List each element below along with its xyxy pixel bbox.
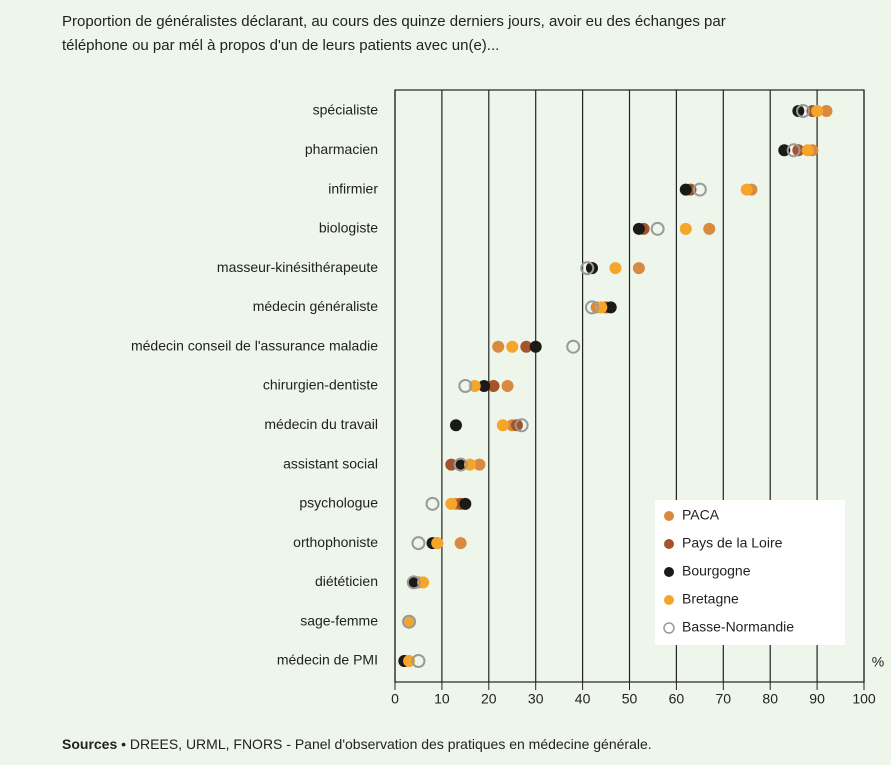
x-tick-label: 50 [622,691,638,707]
dot [402,614,417,629]
dot [792,105,805,117]
dot [492,340,505,353]
dot [473,458,486,471]
dot [580,261,595,276]
dot [510,419,523,432]
dot [792,144,805,157]
chart-title: Proportion de généralistes déclarant, au… [62,13,726,30]
dot [453,457,468,472]
dot [501,380,514,392]
dot [585,262,598,275]
y-tick-label: masseur-kinésithérapeute [217,259,378,275]
dot [703,222,716,235]
dot [595,301,608,314]
dot [425,496,440,511]
dot [417,576,430,589]
dot [740,183,753,196]
dot [407,576,420,589]
dot [411,654,426,668]
y-tick-label: sage-femme [300,612,378,628]
y-tick-label: assistant social [283,455,378,471]
y-tick-label: médecin généraliste [253,298,379,314]
dot [431,537,444,550]
x-tick-label: 70 [716,691,732,707]
dot [468,380,481,392]
dot [459,497,472,510]
dot [801,144,814,157]
x-tick-label: 0 [391,691,399,707]
x-tick-label: 90 [809,691,825,707]
dot [632,262,645,275]
dot [796,104,811,118]
dot [778,144,791,157]
dot [458,379,473,393]
legend-marker [664,567,674,577]
dot [403,615,416,628]
y-tick-label: biologiste [319,220,378,236]
legend-marker [664,595,674,605]
legend-label: Bretagne [682,591,739,607]
y-tick-label: chirurgien-dentiste [263,377,378,393]
y-tick-label: spécialiste [313,102,379,118]
dot [445,458,458,471]
dot [529,340,542,353]
x-tick-label: 40 [575,691,591,707]
source-label: Sources [62,736,117,752]
dot [506,340,519,353]
dot [520,340,533,353]
dot [820,105,833,117]
legend-label: PACA [682,507,720,523]
y-tick-label: psychologue [299,495,378,511]
dot [609,262,622,275]
legend-label: Pays de la Loire [682,535,783,551]
dot [584,300,599,315]
dot [406,575,421,590]
x-tick-label: 30 [528,691,544,707]
legend-marker [664,539,674,549]
y-tick-label: médecin de PMI [277,652,378,668]
y-tick-label: médecin du travail [264,416,378,432]
dot [454,537,467,550]
y-tick-label: médecin conseil de l'assurance maladie [131,337,378,353]
dot [496,419,509,432]
dot [811,105,824,117]
dot [454,458,467,471]
x-tick-label: 100 [852,691,876,707]
dot [403,655,416,667]
legend-label: Bourgogne [682,563,751,579]
chart-title: téléphone ou par mél à propos d'un de le… [62,37,499,54]
y-tick-label: diététicien [315,573,378,589]
legend [655,500,845,645]
dot [464,458,477,471]
x-tick-label: 20 [481,691,497,707]
dot [650,221,665,236]
legend-marker [664,511,674,521]
y-tick-label: infirmier [328,180,378,196]
x-tick-label: 10 [434,691,450,707]
legend-label: Basse-Normandie [682,619,794,635]
x-tick-label: 60 [669,691,685,707]
dot [487,380,500,392]
dot [692,182,707,197]
dot [449,419,462,432]
dot [632,222,645,235]
y-tick-label: orthophoniste [293,534,378,550]
dot [604,301,617,314]
dot [445,497,458,510]
dot [566,339,581,354]
dot [411,536,426,551]
source: Sources • DREES, URML, FNORS - Panel d'o… [62,736,652,752]
x-axis-label: % [872,654,884,670]
source-text: • DREES, URML, FNORS - Panel d'observati… [121,736,652,752]
dot [514,418,529,433]
dot [786,143,801,158]
x-tick-label: 80 [762,691,778,707]
y-tick-label: pharmacien [305,141,378,157]
dot [478,380,491,392]
legend-marker [663,622,675,634]
dot [679,183,692,196]
dot [679,222,692,235]
